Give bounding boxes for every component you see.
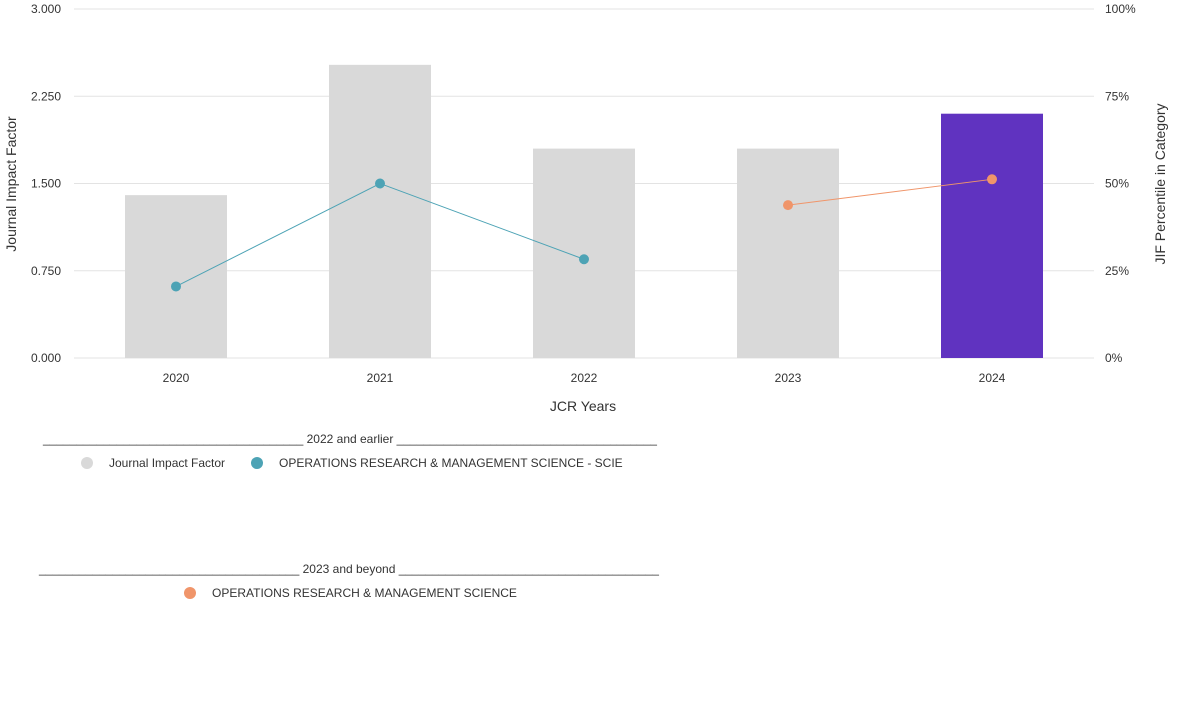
- legend-swatch-icon: [81, 457, 93, 469]
- legend-swatch-icon: [184, 587, 196, 599]
- legend-group-2022-and-earlier: _______________________________________ …: [43, 432, 657, 470]
- bar-2021[interactable]: [329, 64, 431, 358]
- y-tick-label-right: 0%: [1105, 351, 1123, 365]
- x-tick-label: 2023: [775, 371, 802, 385]
- point-2022[interactable]: [579, 254, 589, 265]
- y-tick-label-left: 3.000: [31, 2, 61, 16]
- x-tick-label: 2022: [571, 371, 598, 385]
- legend-swatch-icon: [251, 457, 264, 469]
- bar-2023[interactable]: [737, 148, 839, 358]
- y-tick-label-left: 2.250: [31, 89, 61, 103]
- y-tick-label-left: 1.500: [31, 177, 61, 191]
- legend-label: OPERATIONS RESEARCH & MANAGEMENT SCIENCE: [212, 586, 517, 600]
- axis-ticks: 0.000 0% 0.750 25% 1.500 50% 2.250 75% 3.000 100%…: [31, 2, 1136, 385]
- bar-2022[interactable]: [533, 148, 635, 358]
- bars: [125, 64, 1043, 358]
- bar-2024[interactable]: [941, 113, 1043, 358]
- bar-2020[interactable]: [125, 195, 227, 358]
- y-tick-label-left: 0.000: [31, 351, 61, 365]
- x-tick-label: 2024: [979, 371, 1006, 385]
- y-tick-label-right: 100%: [1105, 2, 1136, 16]
- y-axis-title-left: Journal Impact Factor: [3, 116, 19, 252]
- x-tick-label: 2020: [163, 371, 190, 385]
- y-tick-label-left: 0.750: [31, 264, 61, 278]
- point-2024[interactable]: [987, 174, 997, 185]
- legend-label: OPERATIONS RESEARCH & MANAGEMENT SCIENCE…: [279, 456, 623, 470]
- y-axis-title-right: JIF Percentile in Category: [1152, 103, 1168, 264]
- series-line-2: [787, 178, 993, 206]
- point-2020[interactable]: [171, 281, 181, 292]
- x-tick-label: 2021: [367, 371, 394, 385]
- point-2023[interactable]: [783, 200, 793, 211]
- x-axis-title: JCR Years: [550, 398, 616, 414]
- legend-item-journal-impact-factor[interactable]: Journal Impact Factor: [81, 456, 225, 470]
- y-tick-label-right: 50%: [1105, 177, 1129, 191]
- legend-header-2022-and-earlier: _______________________________________ …: [43, 432, 657, 446]
- legend-label: Journal Impact Factor: [109, 456, 226, 470]
- y-tick-label-right: 75%: [1105, 89, 1129, 103]
- percentile-lines: [171, 174, 997, 292]
- legend-header-2023-and-beyond: _______________________________________ …: [39, 562, 659, 576]
- y-tick-label-right: 25%: [1105, 264, 1129, 278]
- legend-group-2023-and-beyond: _______________________________________ …: [39, 562, 659, 600]
- point-2021[interactable]: [375, 178, 385, 189]
- legend-item-or-ms[interactable]: OPERATIONS RESEARCH & MANAGEMENT SCIENCE: [184, 586, 517, 600]
- jif-chart: 0.000 0% 0.750 25% 1.500 50% 2.250 75% 3.000 100%…: [3, 2, 1168, 414]
- legend-item-or-ms-scie[interactable]: OPERATIONS RESEARCH & MANAGEMENT SCIENCE…: [251, 456, 623, 470]
